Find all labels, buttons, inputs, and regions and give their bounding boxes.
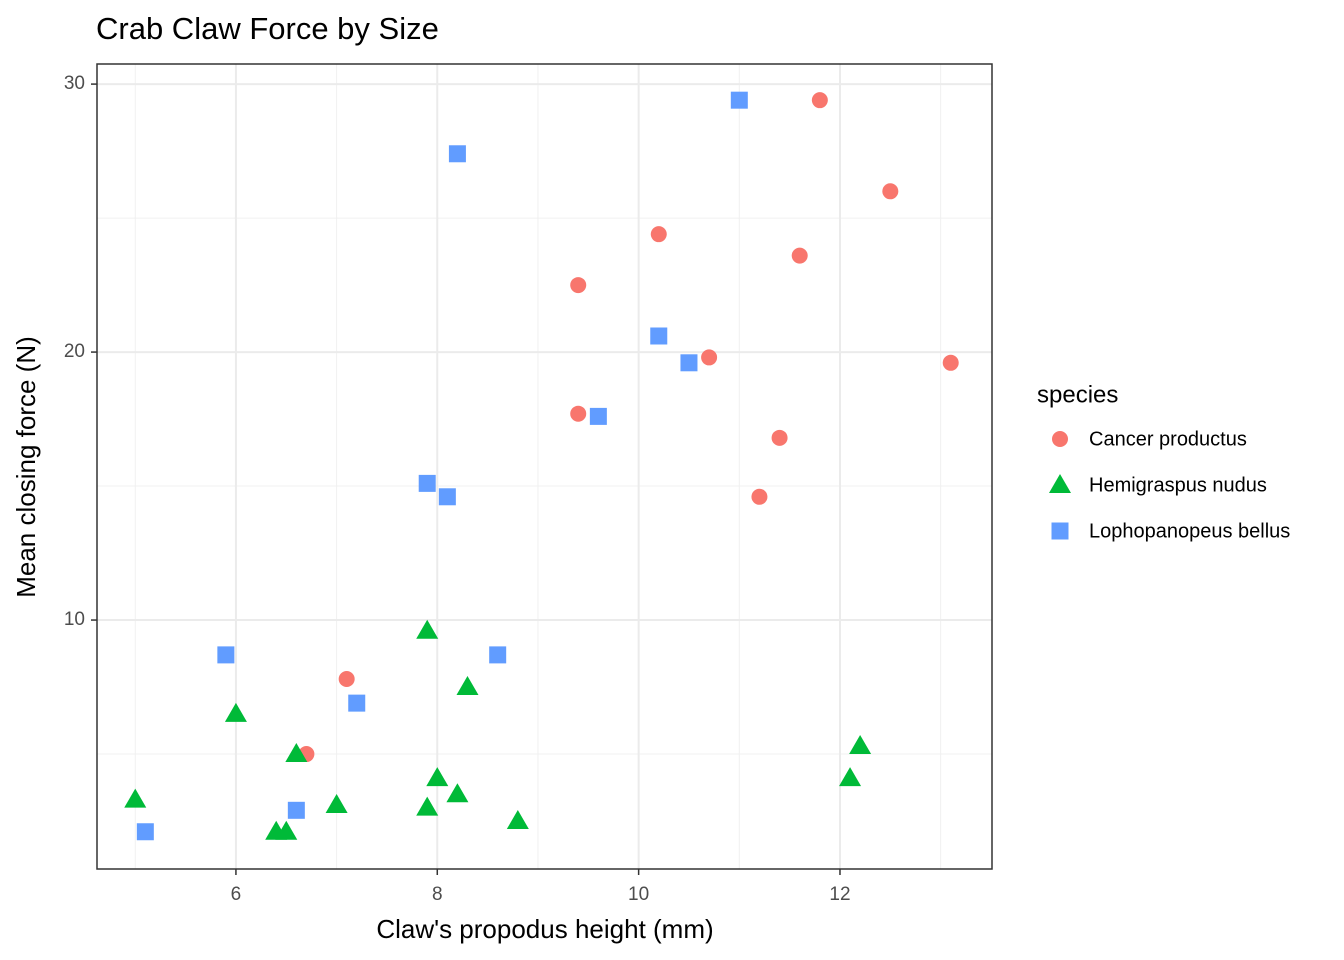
point bbox=[446, 783, 469, 803]
point bbox=[456, 676, 479, 696]
point bbox=[811, 92, 828, 109]
chart-title: Crab Claw Force by Size bbox=[96, 11, 439, 46]
x-axis-label: Claw's propodus height (mm) bbox=[376, 914, 713, 944]
point bbox=[730, 91, 748, 109]
x-tick-label: 10 bbox=[628, 884, 649, 905]
x-tick-label: 12 bbox=[829, 884, 850, 905]
point bbox=[338, 671, 355, 688]
point bbox=[285, 743, 308, 763]
legend-title: species bbox=[1037, 381, 1118, 408]
point bbox=[438, 488, 456, 506]
x-tick-label: 6 bbox=[231, 884, 242, 905]
point bbox=[224, 702, 247, 722]
point bbox=[418, 474, 436, 492]
y-tick-label: 20 bbox=[64, 341, 85, 362]
legend-label: Hemigraspus nudus bbox=[1089, 474, 1267, 496]
point bbox=[287, 801, 305, 819]
legend-label: Cancer productus bbox=[1089, 428, 1247, 450]
point bbox=[325, 793, 348, 813]
point bbox=[680, 354, 698, 372]
y-tick-label: 10 bbox=[64, 609, 85, 630]
point bbox=[882, 183, 899, 200]
point bbox=[426, 767, 449, 787]
y-axis-label: Mean closing force (N) bbox=[11, 336, 41, 598]
legend-key bbox=[1051, 522, 1069, 540]
panel-border bbox=[96, 63, 993, 870]
point bbox=[448, 145, 466, 163]
point bbox=[416, 796, 439, 816]
point bbox=[839, 767, 862, 787]
point bbox=[136, 823, 154, 841]
y-tick-label: 30 bbox=[64, 73, 85, 94]
point bbox=[849, 734, 872, 754]
point bbox=[489, 646, 507, 664]
legend-key bbox=[1052, 431, 1068, 447]
point bbox=[275, 820, 298, 840]
point bbox=[570, 277, 587, 294]
point bbox=[650, 327, 668, 345]
point bbox=[348, 694, 366, 712]
x-tick-label: 8 bbox=[432, 884, 443, 905]
point bbox=[771, 429, 788, 446]
point bbox=[589, 407, 607, 425]
legend-label: Lophopanopeus bellus bbox=[1089, 520, 1290, 542]
point bbox=[791, 247, 808, 264]
point bbox=[570, 405, 587, 422]
point bbox=[124, 788, 147, 808]
point bbox=[217, 646, 235, 664]
point bbox=[942, 354, 959, 371]
point bbox=[650, 226, 667, 243]
legend-key bbox=[1049, 474, 1071, 493]
point bbox=[751, 488, 768, 505]
point bbox=[506, 810, 529, 830]
point bbox=[416, 619, 439, 639]
point bbox=[701, 349, 718, 366]
